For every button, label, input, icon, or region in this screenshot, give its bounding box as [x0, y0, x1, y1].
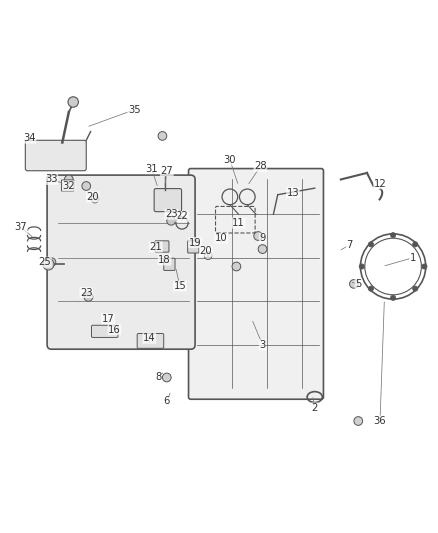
Text: 8: 8: [155, 373, 161, 383]
Circle shape: [422, 264, 427, 269]
Circle shape: [368, 286, 374, 291]
Text: 11: 11: [232, 218, 245, 228]
Circle shape: [68, 97, 78, 107]
Text: 15: 15: [173, 281, 186, 291]
FancyBboxPatch shape: [187, 241, 199, 253]
Text: 36: 36: [374, 416, 386, 426]
Text: 32: 32: [63, 181, 75, 191]
Text: 22: 22: [176, 212, 188, 221]
Circle shape: [258, 245, 267, 254]
Text: 1: 1: [410, 253, 416, 263]
FancyBboxPatch shape: [137, 334, 164, 349]
Text: 13: 13: [287, 188, 299, 198]
Text: 21: 21: [149, 242, 162, 252]
FancyBboxPatch shape: [188, 168, 323, 399]
Text: 10: 10: [215, 233, 227, 243]
Text: 25: 25: [39, 257, 51, 267]
Circle shape: [359, 264, 364, 269]
Circle shape: [64, 175, 73, 184]
Text: 2: 2: [311, 403, 318, 413]
Circle shape: [413, 286, 418, 291]
Text: 23: 23: [80, 288, 92, 297]
Circle shape: [354, 417, 363, 425]
Text: 20: 20: [86, 192, 99, 202]
Text: 34: 34: [23, 133, 36, 143]
Text: 5: 5: [355, 279, 361, 289]
Text: 31: 31: [145, 164, 158, 174]
Circle shape: [391, 232, 396, 238]
Text: 27: 27: [160, 166, 173, 176]
Circle shape: [162, 373, 171, 382]
Text: 33: 33: [45, 174, 58, 184]
Text: 18: 18: [158, 255, 171, 265]
Text: 37: 37: [14, 222, 27, 232]
Circle shape: [254, 232, 262, 240]
Text: 20: 20: [200, 246, 212, 256]
Text: 16: 16: [108, 325, 121, 335]
Text: 17: 17: [102, 314, 114, 324]
FancyBboxPatch shape: [92, 325, 118, 337]
FancyBboxPatch shape: [154, 189, 182, 212]
FancyBboxPatch shape: [164, 258, 175, 270]
Circle shape: [232, 262, 241, 271]
FancyBboxPatch shape: [25, 140, 86, 171]
Circle shape: [43, 259, 54, 270]
FancyBboxPatch shape: [155, 241, 169, 252]
Text: 35: 35: [128, 105, 141, 115]
Circle shape: [350, 279, 358, 288]
Text: 23: 23: [165, 209, 177, 219]
Circle shape: [167, 216, 176, 225]
Circle shape: [84, 293, 93, 301]
Text: 12: 12: [374, 179, 386, 189]
Text: 30: 30: [224, 155, 236, 165]
Text: 6: 6: [163, 397, 170, 407]
Circle shape: [47, 258, 56, 266]
Text: 9: 9: [259, 233, 266, 243]
Circle shape: [91, 195, 99, 203]
Text: 14: 14: [143, 333, 155, 343]
Text: 7: 7: [346, 240, 353, 250]
Text: 19: 19: [189, 238, 201, 247]
Circle shape: [391, 295, 396, 301]
Circle shape: [368, 242, 374, 247]
Circle shape: [82, 182, 91, 190]
Circle shape: [158, 132, 167, 140]
FancyBboxPatch shape: [47, 175, 195, 349]
Text: 28: 28: [254, 161, 267, 172]
Text: 3: 3: [259, 340, 266, 350]
Circle shape: [204, 252, 212, 260]
FancyBboxPatch shape: [61, 180, 74, 191]
Circle shape: [413, 242, 418, 247]
